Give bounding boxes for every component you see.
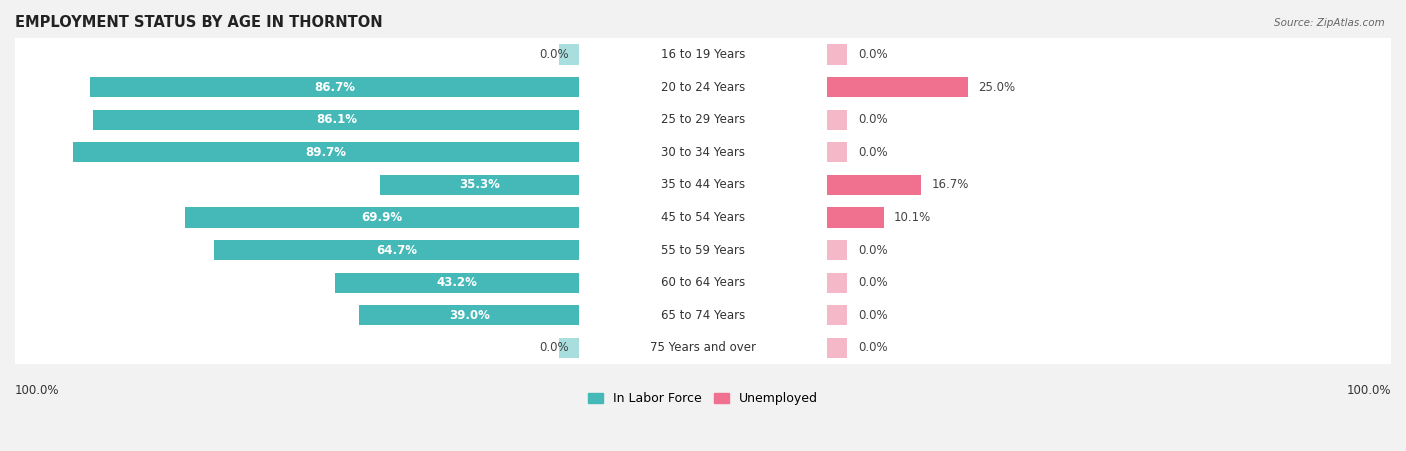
Text: 69.9%: 69.9% [361,211,402,224]
FancyBboxPatch shape [13,46,1393,128]
Text: 39.0%: 39.0% [449,309,489,322]
FancyBboxPatch shape [13,78,1393,161]
Text: 43.2%: 43.2% [437,276,478,289]
Text: 89.7%: 89.7% [305,146,347,159]
Text: 45 to 54 Years: 45 to 54 Years [661,211,745,224]
Text: 20 to 24 Years: 20 to 24 Years [661,81,745,93]
Text: 75 Years and over: 75 Years and over [650,341,756,354]
FancyBboxPatch shape [13,14,1393,95]
FancyBboxPatch shape [13,111,1393,193]
FancyBboxPatch shape [13,112,1393,193]
Text: EMPLOYMENT STATUS BY AGE IN THORNTON: EMPLOYMENT STATUS BY AGE IN THORNTON [15,15,382,30]
Text: Source: ZipAtlas.com: Source: ZipAtlas.com [1274,18,1385,28]
FancyBboxPatch shape [13,308,1393,388]
Text: 0.0%: 0.0% [858,113,887,126]
Text: 100.0%: 100.0% [1347,384,1391,397]
FancyBboxPatch shape [13,14,1393,96]
Text: 60 to 64 Years: 60 to 64 Years [661,276,745,289]
FancyBboxPatch shape [13,176,1393,258]
Text: 35 to 44 Years: 35 to 44 Years [661,178,745,191]
Text: 16.7%: 16.7% [931,178,969,191]
Legend: In Labor Force, Unemployed: In Labor Force, Unemployed [583,387,823,410]
Bar [827,272,848,293]
FancyBboxPatch shape [13,242,1393,324]
Bar [90,77,579,97]
Text: 25.0%: 25.0% [979,81,1015,93]
Text: 0.0%: 0.0% [858,341,887,354]
Bar [359,305,579,325]
FancyBboxPatch shape [13,307,1393,389]
Text: 86.7%: 86.7% [314,81,356,93]
Bar [827,142,848,162]
FancyBboxPatch shape [13,177,1393,258]
Text: 35.3%: 35.3% [460,178,501,191]
Text: 100.0%: 100.0% [15,384,59,397]
Text: 0.0%: 0.0% [540,341,569,354]
Text: 0.0%: 0.0% [858,276,887,289]
FancyBboxPatch shape [13,144,1393,225]
Bar [380,175,579,195]
Bar [827,77,967,97]
Bar [827,338,848,358]
FancyBboxPatch shape [13,274,1393,356]
Text: 0.0%: 0.0% [858,48,887,61]
Bar [827,305,848,325]
Text: 0.0%: 0.0% [858,309,887,322]
FancyBboxPatch shape [13,79,1393,160]
FancyBboxPatch shape [13,209,1393,291]
Bar [827,207,884,228]
Text: 65 to 74 Years: 65 to 74 Years [661,309,745,322]
Text: 0.0%: 0.0% [858,146,887,159]
Bar [827,175,921,195]
Bar [827,44,848,64]
Bar [73,142,579,162]
FancyBboxPatch shape [13,46,1393,128]
Bar [336,272,579,293]
Bar [558,338,579,358]
Text: 64.7%: 64.7% [377,244,418,257]
Bar [184,207,579,228]
Bar [827,240,848,260]
Text: 0.0%: 0.0% [540,48,569,61]
Text: 16 to 19 Years: 16 to 19 Years [661,48,745,61]
Text: 30 to 34 Years: 30 to 34 Years [661,146,745,159]
Bar [93,110,579,130]
Text: 86.1%: 86.1% [316,113,357,126]
Bar [558,44,579,64]
Text: 0.0%: 0.0% [858,244,887,257]
Text: 25 to 29 Years: 25 to 29 Years [661,113,745,126]
FancyBboxPatch shape [13,144,1393,226]
FancyBboxPatch shape [13,275,1393,356]
FancyBboxPatch shape [13,242,1393,323]
Bar [214,240,579,260]
Text: 55 to 59 Years: 55 to 59 Years [661,244,745,257]
Text: 10.1%: 10.1% [894,211,931,224]
Bar [827,110,848,130]
FancyBboxPatch shape [13,210,1393,290]
